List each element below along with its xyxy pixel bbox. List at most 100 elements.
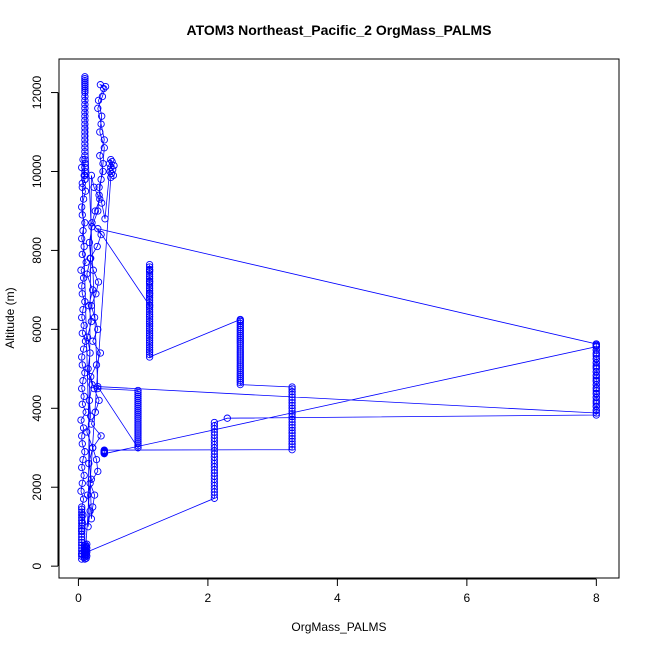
- data-point: [134, 440, 142, 448]
- data-point: [134, 388, 142, 397]
- data-points: [77, 73, 600, 563]
- data-point: [145, 336, 154, 345]
- data-point: [100, 144, 108, 152]
- data-point: [87, 373, 95, 381]
- y-tick-label: 12000: [30, 76, 44, 110]
- data-point: [94, 96, 103, 105]
- data-point: [236, 373, 244, 381]
- data-point: [81, 92, 89, 101]
- data-point: [145, 270, 154, 278]
- data-point: [236, 321, 244, 330]
- data-point: [78, 361, 86, 369]
- data-point: [236, 343, 244, 351]
- data-point: [88, 219, 96, 227]
- data-point: [288, 429, 296, 437]
- data-point: [78, 282, 86, 290]
- data-point: [145, 305, 154, 314]
- data-point: [81, 163, 89, 172]
- data-point: [236, 345, 244, 353]
- data-point: [88, 380, 96, 389]
- data-point: [78, 463, 86, 472]
- data-point: [236, 365, 244, 373]
- data-point: [78, 183, 86, 191]
- data-point: [145, 315, 154, 323]
- data-point: [81, 124, 89, 132]
- data-point: [145, 332, 154, 340]
- data-point: [79, 305, 87, 314]
- data-point: [81, 541, 90, 549]
- data-point: [95, 183, 103, 191]
- x-tick-label: 4: [334, 591, 341, 605]
- data-point: [94, 104, 102, 112]
- data-point: [77, 487, 85, 495]
- data-point: [134, 410, 142, 418]
- data-point: [78, 234, 86, 243]
- data-point: [79, 155, 87, 164]
- data-point: [97, 175, 105, 184]
- data-point: [288, 407, 296, 415]
- data-point: [81, 298, 89, 306]
- data-point: [81, 132, 89, 140]
- data-point: [78, 400, 86, 408]
- data-point: [83, 428, 91, 436]
- data-point: [87, 317, 96, 326]
- data-point: [79, 345, 88, 353]
- x-tick-label: 0: [75, 591, 82, 605]
- x-tick-label: 8: [593, 591, 600, 605]
- y-tick-label: 0: [30, 563, 44, 570]
- data-point: [236, 378, 244, 387]
- data-point: [236, 349, 244, 357]
- data-point: [82, 258, 90, 266]
- data-point: [145, 324, 154, 333]
- data-point: [78, 440, 86, 448]
- data-point: [81, 112, 89, 120]
- x-axis-label: OrgMass_PALMS: [291, 620, 386, 634]
- data-point: [236, 323, 244, 332]
- data-point: [98, 112, 106, 120]
- data-point: [81, 108, 89, 116]
- data-point: [81, 79, 89, 87]
- data-point: [78, 290, 86, 298]
- data-point: [94, 325, 102, 334]
- data-point: [236, 331, 244, 339]
- data-point: [145, 260, 154, 269]
- data-point: [94, 384, 102, 393]
- data-point: [81, 120, 89, 128]
- data-point: [134, 420, 142, 428]
- data-point: [236, 333, 244, 341]
- data-point: [87, 420, 96, 428]
- data-point: [79, 377, 87, 385]
- data-point: [145, 294, 154, 302]
- data-point: [83, 270, 91, 278]
- data-point: [134, 432, 142, 440]
- data-point: [236, 375, 244, 383]
- data-point: [97, 120, 105, 128]
- data-point: [81, 136, 89, 144]
- data-point: [134, 422, 142, 430]
- data-point: [80, 242, 88, 251]
- data-point: [288, 432, 296, 440]
- data-point: [145, 278, 154, 286]
- data-point: [83, 333, 92, 341]
- data-point: [80, 321, 88, 330]
- data-point: [134, 394, 142, 403]
- series-lines: [80, 76, 597, 560]
- data-point: [134, 434, 142, 442]
- data-point: [96, 128, 104, 136]
- data-point: [89, 503, 97, 511]
- data-point: [81, 128, 89, 136]
- data-point: [94, 467, 102, 476]
- data-point: [288, 393, 296, 401]
- series-line: [80, 83, 115, 560]
- data-point: [592, 411, 600, 419]
- data-point: [87, 254, 95, 262]
- data-point: [223, 414, 231, 422]
- data-point: [288, 396, 296, 404]
- data-point: [92, 361, 101, 369]
- data-point: [236, 353, 244, 361]
- data-point: [78, 505, 86, 513]
- data-point: [134, 390, 142, 399]
- data-point: [100, 136, 108, 144]
- data-point: [94, 207, 102, 215]
